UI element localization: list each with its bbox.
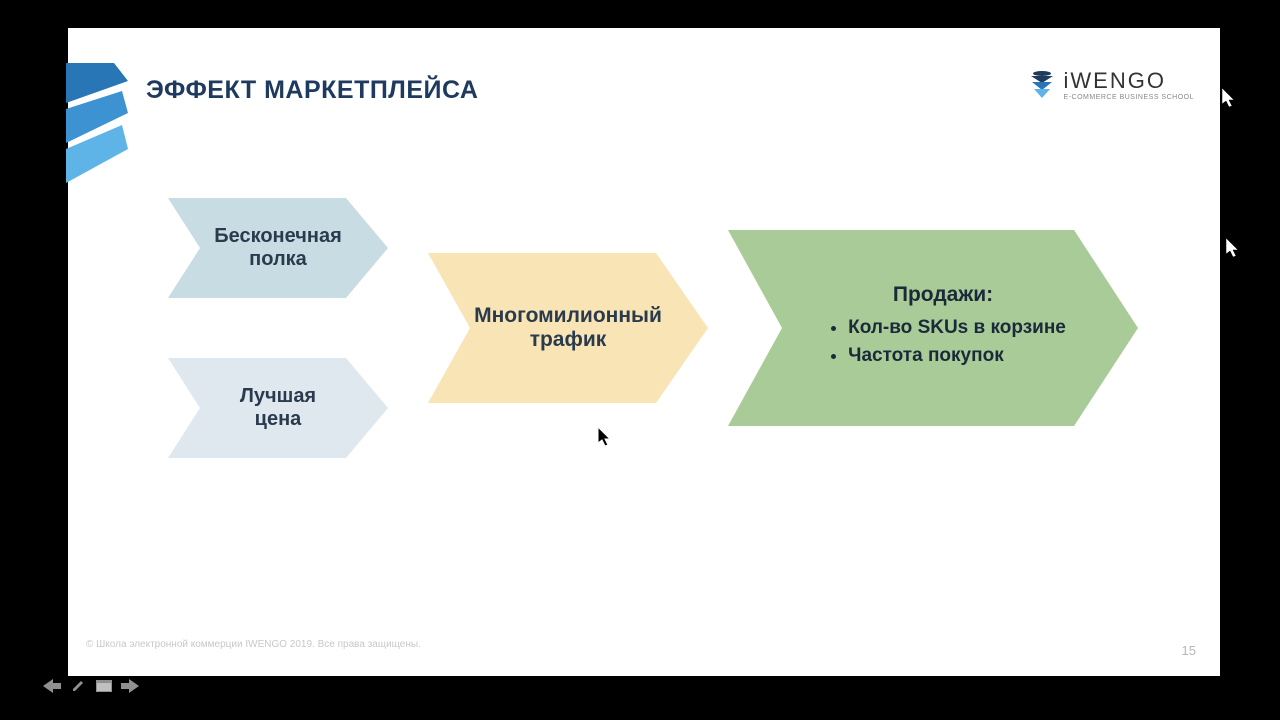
cursor-icon	[1222, 88, 1238, 110]
edit-button[interactable]	[68, 678, 88, 694]
arrow-infinite-shelf: Бесконечная полка	[168, 198, 388, 298]
arrow-text: полка	[214, 248, 342, 271]
arrow-best-price: Лучшая цена	[168, 358, 388, 458]
arrow-text: Многомилионный	[474, 304, 662, 328]
logo: iWENGO E-COMMERCE BUSINESS SCHOOL	[1028, 70, 1194, 101]
logo-text: iWENGO	[1064, 70, 1194, 92]
flow-diagram: Бесконечная полка Лучшая цена Многомилио…	[168, 198, 1178, 488]
arrow-bullet: Частота покупок	[848, 345, 1066, 367]
arrow-text: Лучшая	[240, 385, 316, 408]
logo-chevron-icon	[1028, 71, 1056, 101]
logo-subtitle: E-COMMERCE BUSINESS SCHOOL	[1064, 94, 1194, 101]
view-button[interactable]	[94, 678, 114, 694]
arrow-sales: Продажи: Кол-во SKUs в корзине Частота п…	[728, 230, 1138, 426]
arrow-bullet: Кол-во SKUs в корзине	[848, 317, 1066, 339]
nav-controls	[42, 678, 140, 694]
slide: ЭФФЕКТ МАРКЕТПЛЕЙСА iWENGO E-COMMERCE BU…	[68, 28, 1220, 676]
arrow-text: цена	[240, 408, 316, 431]
slide-title: ЭФФЕКТ МАРКЕТПЛЕЙСА	[146, 76, 478, 105]
cursor-icon	[1226, 238, 1242, 260]
prev-button[interactable]	[42, 678, 62, 694]
cursor-icon	[598, 427, 614, 449]
arrow-traffic: Многомилионный трафик	[428, 253, 708, 403]
brand-stripes-icon	[66, 63, 128, 203]
arrow-heading: Продажи:	[820, 283, 1066, 307]
next-button[interactable]	[120, 678, 140, 694]
arrow-text: Бесконечная	[214, 225, 342, 248]
footer-copyright: © Школа электронной коммерции IWENGO 201…	[86, 639, 421, 650]
arrow-text: трафик	[474, 328, 662, 352]
page-number: 15	[1182, 643, 1196, 658]
